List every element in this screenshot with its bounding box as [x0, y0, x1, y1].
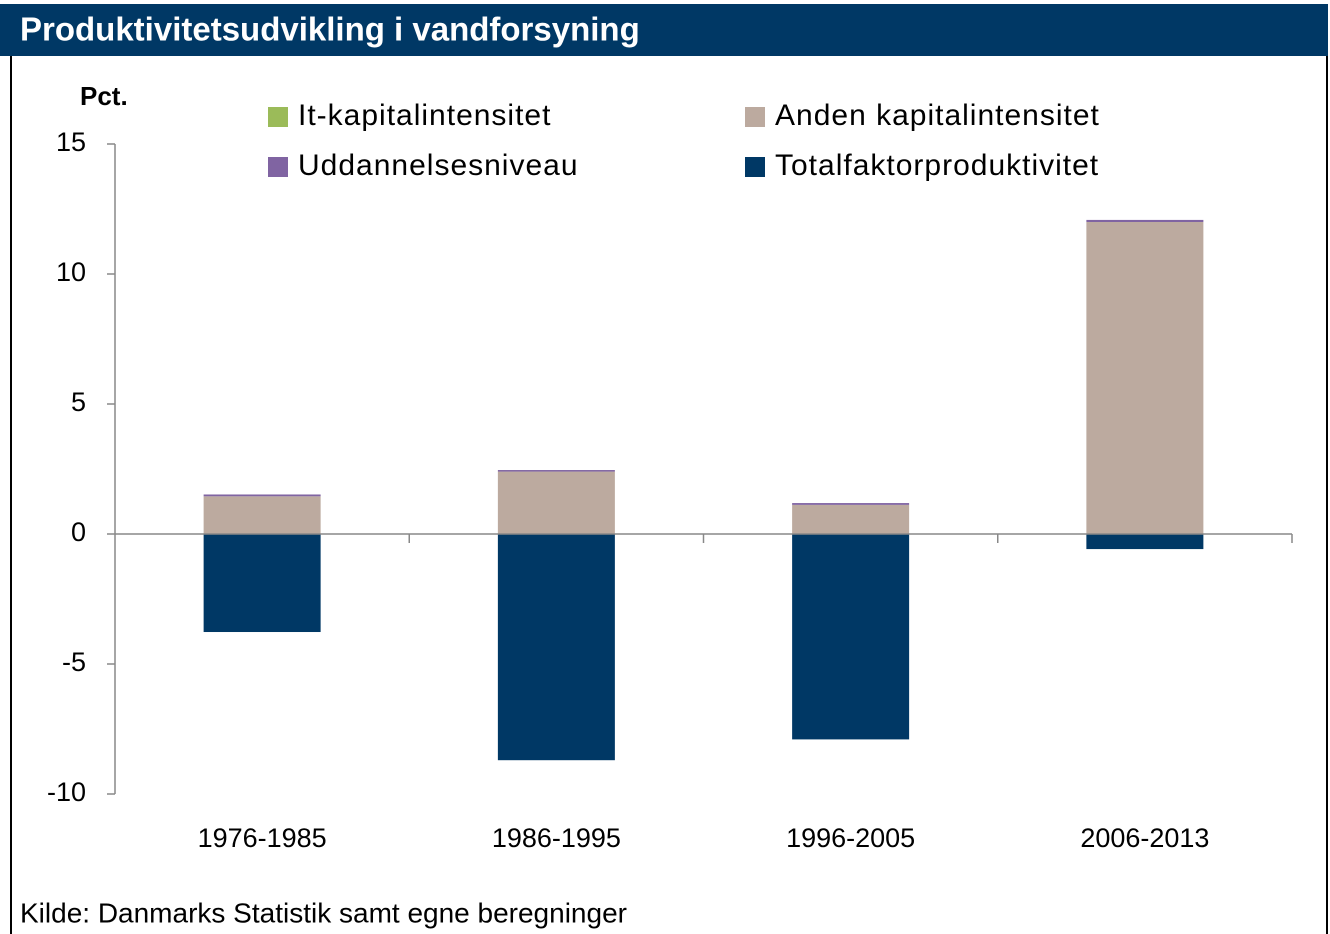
y-tick-label: 0 [71, 517, 86, 547]
legend-label: Totalfaktorproduktivitet [775, 149, 1099, 182]
legend-label: Uddannelsesniveau [298, 149, 579, 182]
y-axis-label: Pct. [80, 81, 128, 111]
bar-segment [497, 534, 615, 761]
bar-segment [203, 494, 321, 497]
bar-segment [497, 470, 615, 472]
y-tick-label: 15 [56, 127, 86, 157]
source: Kilde: Danmarks Statistik samt egne bere… [20, 897, 627, 928]
x-tick-label: 1976-1985 [198, 823, 327, 853]
bar-segment [203, 496, 321, 534]
legend-label: Anden kapitalintensitet [775, 99, 1100, 132]
bar-segment [792, 504, 910, 534]
x-tick-label: 2006-2013 [1080, 823, 1209, 853]
legend-label: It-kapitalintensitet [298, 99, 551, 132]
legend-swatch [268, 157, 288, 177]
y-tick-label: 10 [56, 257, 86, 287]
x-tick-label: 1986-1995 [492, 823, 621, 853]
legend-swatch [745, 157, 765, 177]
chart-title: Produktivitetsudvikling i vandforsyning [20, 11, 640, 48]
y-tick-label: 5 [71, 387, 86, 417]
bar-segment [203, 534, 321, 633]
x-tick-label: 1996-2005 [786, 823, 915, 853]
legend-swatch [268, 107, 288, 127]
bar-segment [792, 503, 910, 505]
legend-swatch [745, 107, 765, 127]
y-tick-label: -5 [62, 647, 86, 677]
y-tick-label: -10 [47, 777, 86, 807]
title-bar [0, 4, 1328, 56]
bar-segment [1086, 219, 1204, 222]
bar-segment [792, 534, 910, 740]
bar-segment [1086, 534, 1204, 550]
bar-segment [1086, 222, 1204, 534]
bar-segment [497, 471, 615, 534]
